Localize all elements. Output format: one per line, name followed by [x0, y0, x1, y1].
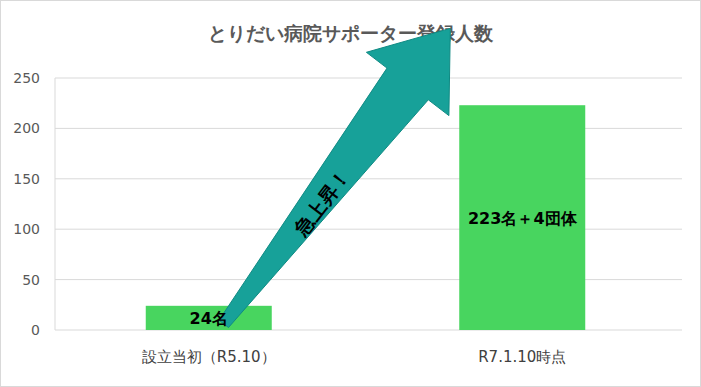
y-tick-label: 0 — [31, 322, 40, 338]
annotation: 急上昇！ — [290, 165, 354, 239]
grid-line — [55, 178, 682, 179]
bar — [459, 105, 585, 330]
y-tick-label: 250 — [13, 70, 40, 86]
chart: とりだい病院サポーター登録人数050100150200250急上昇！24名223… — [0, 0, 701, 387]
arrow-group: 急上昇！ — [219, 28, 450, 327]
x-tick-label: 設立当初（R5.10） — [142, 348, 276, 366]
y-tick-label: 150 — [13, 171, 40, 187]
data-label: 223名＋4団体 — [468, 209, 578, 228]
x-tick-label: R7.1.10時点 — [478, 348, 566, 366]
grid-line — [55, 78, 682, 79]
bar — [146, 306, 272, 330]
y-tick-label: 100 — [13, 221, 40, 237]
data-label: 24名 — [190, 309, 228, 328]
grid-line — [55, 229, 682, 230]
y-axis-line — [55, 78, 56, 330]
grid-line — [55, 279, 682, 280]
arrow — [219, 28, 450, 327]
frame — [1, 1, 701, 387]
y-tick-label: 200 — [13, 120, 40, 136]
y-tick-label: 50 — [22, 272, 40, 288]
